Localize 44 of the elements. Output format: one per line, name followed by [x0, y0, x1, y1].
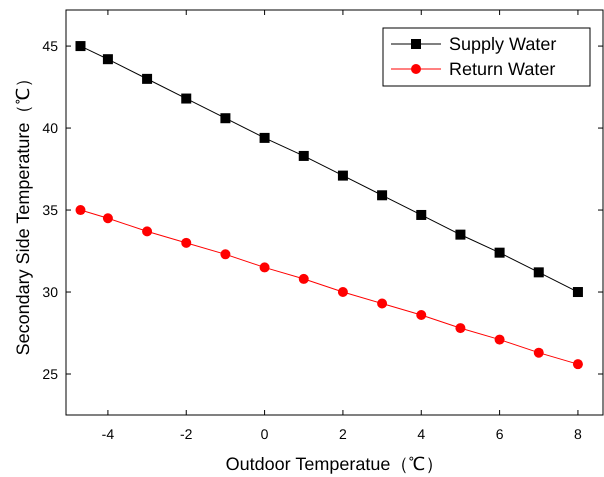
point [298, 150, 309, 161]
point [102, 213, 113, 224]
point [455, 323, 466, 334]
x-axis-title: Outdoor Temperatue（℃） [226, 454, 444, 474]
point [494, 334, 505, 345]
y-tick-label: 35 [42, 202, 58, 218]
point [260, 132, 270, 143]
point [142, 226, 152, 236]
point [102, 54, 113, 64]
x-tick-label: -4 [102, 426, 114, 442]
point [494, 248, 505, 258]
point [377, 298, 388, 308]
x-tick-label: 6 [496, 426, 504, 442]
point [75, 41, 86, 52]
x-tick-label: 2 [339, 426, 348, 442]
point [260, 262, 270, 272]
point [338, 170, 348, 181]
point [220, 113, 230, 124]
point [181, 94, 192, 104]
point [534, 348, 544, 358]
point [534, 267, 544, 278]
point [338, 287, 348, 298]
x-tick-label: 0 [260, 426, 269, 442]
point [572, 359, 583, 370]
point [181, 238, 192, 248]
x-tick-label: -2 [180, 426, 193, 442]
point [377, 190, 388, 200]
point [416, 210, 426, 220]
y-tick-label: 30 [42, 284, 58, 300]
y-tick-label: 25 [42, 366, 58, 382]
point [142, 74, 152, 84]
point [572, 287, 583, 298]
x-tick-label: 4 [417, 426, 426, 442]
point [455, 230, 466, 240]
y-axis-title: Secondary Side Temperature（℃） [13, 70, 33, 356]
point [75, 205, 86, 216]
x-tick-label: 8 [574, 426, 582, 442]
legend-label: Return Water [449, 59, 556, 79]
point [220, 249, 230, 260]
point [416, 310, 426, 320]
legend-label: Supply Water [449, 34, 556, 54]
point [298, 274, 309, 284]
y-tick-label: 45 [42, 38, 58, 54]
y-tick-label: 40 [42, 120, 58, 136]
